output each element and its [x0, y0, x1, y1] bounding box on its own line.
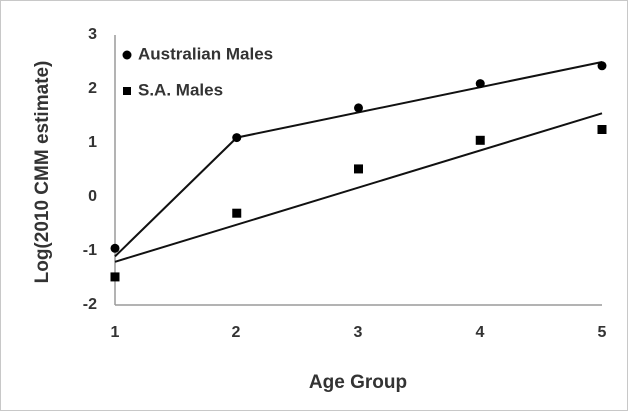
- data-point-australian-males: [354, 103, 363, 113]
- y-tick-labels: 3 2 1 0 -1 -2: [83, 26, 97, 313]
- data-point-s-a-males: [597, 125, 607, 134]
- data-point-australian-males: [232, 133, 242, 143]
- trend-line-s-a-males: [114, 112, 603, 263]
- y-tick-label: 2: [88, 80, 97, 97]
- data-markers: [110, 61, 607, 282]
- legend-marker-circle: [122, 50, 132, 60]
- x-tick-labels: 1 2 3 4 5: [111, 324, 607, 341]
- y-tick-label: 1: [88, 134, 97, 151]
- x-tick-label: 1: [111, 324, 120, 341]
- axes: [114, 35, 602, 306]
- x-axis-label: Age Group: [309, 372, 407, 393]
- legend-label-sa-males: S.A. Males: [138, 80, 223, 99]
- x-tick-label: 4: [476, 324, 485, 341]
- data-point-australian-males: [475, 79, 485, 89]
- data-point-s-a-males: [110, 272, 120, 282]
- y-tick-label: 3: [88, 26, 97, 43]
- data-point-s-a-males: [232, 208, 242, 218]
- data-point-s-a-males: [354, 164, 363, 174]
- data-point-australian-males: [597, 61, 607, 71]
- y-tick-label: -2: [83, 296, 97, 313]
- legend: Australian Males S.A. Males: [122, 44, 273, 99]
- legend-label-australian-males: Australian Males: [138, 44, 273, 63]
- data-point-australian-males: [110, 243, 120, 253]
- y-tick-label: -1: [83, 242, 97, 259]
- legend-marker-square: [123, 87, 131, 95]
- x-tick-label: 3: [354, 324, 363, 341]
- y-axis-label: Log(2010 CMM estimate): [32, 61, 53, 284]
- y-tick-label: 0: [88, 188, 97, 205]
- data-point-s-a-males: [475, 135, 485, 145]
- x-tick-label: 2: [232, 324, 241, 341]
- x-tick-label: 5: [598, 324, 607, 341]
